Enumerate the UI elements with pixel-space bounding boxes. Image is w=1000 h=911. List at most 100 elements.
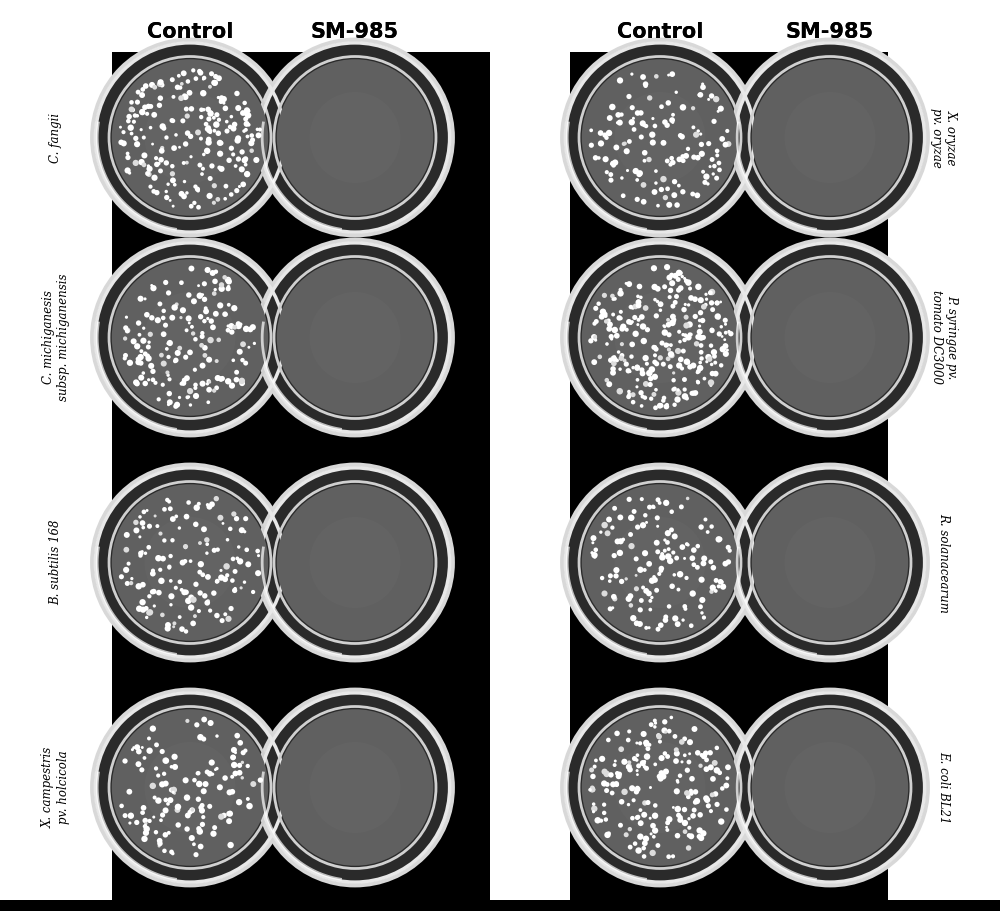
Point: [176, 585, 192, 599]
Point: [164, 167, 180, 181]
Point: [196, 313, 212, 328]
Ellipse shape: [277, 260, 433, 415]
Point: [663, 158, 679, 172]
Point: [692, 87, 708, 102]
Point: [118, 563, 134, 578]
Point: [604, 99, 620, 114]
Point: [659, 118, 675, 132]
Point: [659, 260, 675, 274]
Point: [117, 753, 133, 768]
Point: [717, 557, 733, 571]
Ellipse shape: [732, 40, 928, 235]
Point: [596, 776, 612, 791]
Point: [646, 340, 662, 354]
Point: [686, 803, 702, 817]
Point: [598, 813, 614, 827]
Point: [677, 748, 693, 763]
Point: [601, 322, 617, 336]
Point: [186, 837, 202, 852]
Point: [217, 771, 233, 785]
Point: [691, 327, 707, 342]
Point: [119, 323, 135, 338]
Point: [677, 389, 693, 404]
Point: [685, 587, 701, 601]
Point: [187, 381, 203, 395]
Point: [193, 557, 209, 571]
Point: [145, 563, 161, 578]
Point: [212, 298, 228, 312]
Point: [643, 717, 659, 732]
Point: [603, 353, 619, 367]
Point: [138, 601, 154, 616]
Point: [604, 332, 620, 346]
Point: [645, 499, 661, 514]
Point: [224, 378, 240, 393]
Point: [146, 184, 162, 199]
Point: [593, 136, 609, 150]
Point: [638, 77, 654, 91]
Point: [189, 718, 205, 732]
Point: [207, 76, 223, 90]
Point: [694, 572, 710, 587]
Point: [217, 191, 233, 206]
Point: [629, 767, 645, 782]
Point: [207, 282, 223, 297]
Point: [199, 596, 215, 610]
Point: [234, 376, 250, 391]
Point: [614, 794, 630, 809]
Point: [227, 118, 243, 132]
Point: [599, 783, 615, 798]
Point: [706, 114, 722, 128]
Point: [642, 91, 658, 106]
Ellipse shape: [112, 260, 268, 415]
Point: [165, 512, 181, 527]
Point: [123, 102, 139, 117]
Point: [688, 784, 704, 799]
Point: [704, 322, 720, 337]
Point: [644, 363, 660, 377]
Point: [612, 818, 628, 833]
Point: [151, 834, 167, 849]
Point: [212, 372, 228, 386]
Point: [624, 538, 640, 553]
Point: [638, 735, 654, 750]
Point: [624, 811, 640, 825]
Point: [627, 310, 643, 324]
Point: [133, 122, 149, 137]
Point: [641, 586, 657, 600]
Point: [624, 781, 640, 795]
Point: [129, 108, 145, 123]
Point: [709, 144, 725, 159]
Point: [152, 836, 168, 851]
Ellipse shape: [784, 292, 876, 383]
Point: [585, 804, 601, 819]
Point: [245, 777, 261, 792]
Point: [173, 376, 189, 391]
Point: [625, 301, 641, 315]
Point: [645, 111, 661, 126]
Point: [714, 131, 730, 146]
Point: [161, 559, 177, 574]
Point: [624, 337, 640, 352]
Point: [607, 591, 623, 606]
Point: [711, 327, 727, 342]
Point: [585, 536, 601, 550]
Ellipse shape: [144, 92, 236, 183]
Point: [680, 790, 696, 804]
Point: [147, 170, 163, 185]
Point: [671, 324, 687, 339]
Point: [594, 570, 610, 585]
Point: [230, 101, 246, 116]
Point: [614, 107, 630, 122]
Point: [675, 185, 691, 200]
Point: [224, 324, 240, 339]
Point: [135, 595, 151, 609]
Point: [191, 777, 207, 792]
Point: [124, 127, 140, 141]
Point: [145, 373, 161, 387]
Point: [668, 742, 684, 757]
Point: [183, 261, 199, 276]
Point: [143, 120, 159, 135]
Point: [695, 77, 711, 91]
Point: [692, 824, 708, 838]
